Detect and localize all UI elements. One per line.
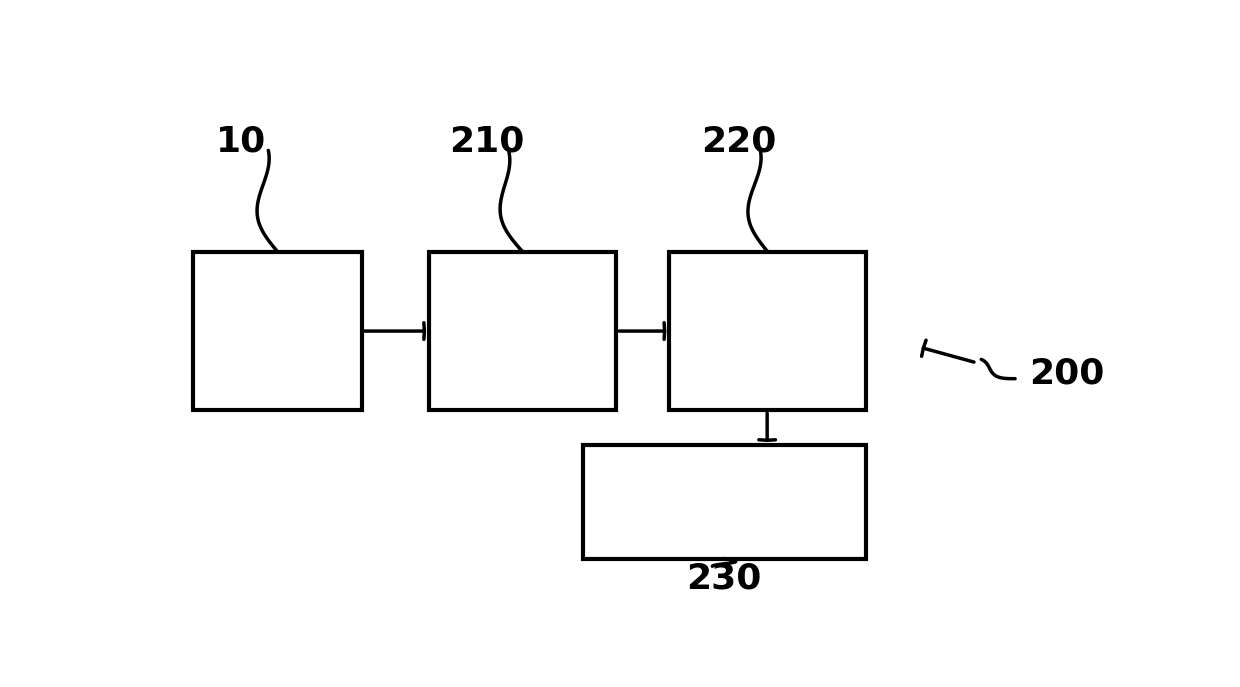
Bar bbox=[583, 444, 866, 559]
Text: 220: 220 bbox=[701, 125, 776, 159]
Text: 210: 210 bbox=[449, 125, 525, 159]
Bar bbox=[670, 251, 866, 410]
Bar bbox=[429, 251, 616, 410]
Text: 230: 230 bbox=[686, 561, 761, 596]
Text: 200: 200 bbox=[1029, 357, 1105, 390]
Text: 10: 10 bbox=[216, 125, 267, 159]
Bar bbox=[193, 251, 362, 410]
